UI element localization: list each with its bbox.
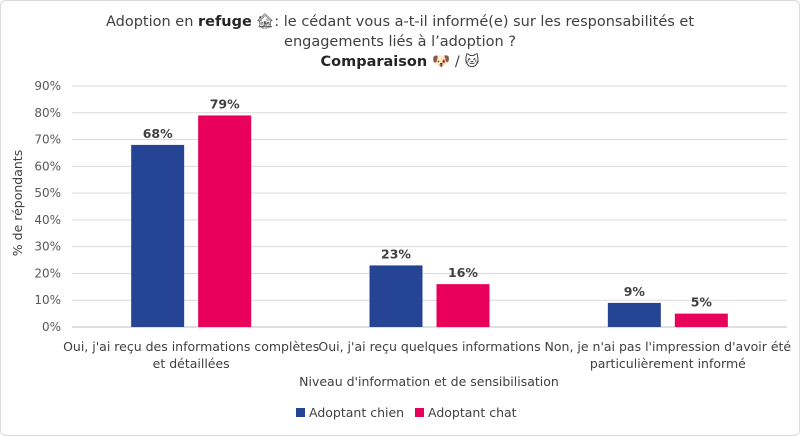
legend-swatch bbox=[415, 408, 424, 417]
data-label: 23% bbox=[381, 246, 411, 261]
y-tick-label: 90% bbox=[34, 79, 61, 93]
gridlines bbox=[72, 85, 787, 328]
x-category-label: Oui, j'ai reçu quelques informations bbox=[318, 339, 540, 354]
y-tick-label: 40% bbox=[34, 213, 61, 227]
y-axis-title: % de répondants bbox=[10, 150, 25, 256]
chart-subtitle: Comparaison 🐶 / 🐱 bbox=[321, 53, 480, 70]
legend-label: Adoptant chat bbox=[428, 405, 517, 420]
data-label: 16% bbox=[448, 265, 478, 280]
legend-swatch bbox=[296, 408, 305, 417]
x-axis-categories: Oui, j'ai reçu des informations complète… bbox=[63, 339, 791, 371]
y-tick-label: 30% bbox=[34, 240, 61, 254]
x-axis-title: Niveau d'information et de sensibilisati… bbox=[299, 374, 559, 389]
y-tick-label: 80% bbox=[34, 106, 61, 120]
bar-adoptant-chat bbox=[674, 313, 728, 327]
y-tick-label: 20% bbox=[34, 266, 61, 280]
legend: Adoptant chien Adoptant chat bbox=[296, 405, 517, 420]
bar-adoptant-chat bbox=[436, 284, 490, 327]
chart-title-line-2: engagements liés à l’adoption ? bbox=[284, 34, 516, 50]
bar-adoptant-chien bbox=[607, 302, 661, 327]
y-tick-label: 0% bbox=[42, 320, 61, 334]
data-label: 68% bbox=[143, 126, 173, 141]
y-tick-label: 70% bbox=[34, 133, 61, 147]
x-category-label: et détaillées bbox=[153, 356, 230, 371]
x-category-label: Oui, j'ai reçu des informations complète… bbox=[63, 339, 319, 354]
data-label: 79% bbox=[210, 96, 240, 111]
y-tick-label: 50% bbox=[34, 186, 61, 200]
x-category-label: particulièrement informé bbox=[590, 356, 746, 371]
data-labels: 68% 79% 23% 16% 9% 5% bbox=[143, 96, 713, 309]
y-axis-ticks: 0% 10% 20% 30% 40% 50% 60% 70% 80% 90% bbox=[34, 79, 61, 334]
data-label: 5% bbox=[691, 295, 713, 310]
x-category-label: Non, je n'ai pas l'impression d'avoir ét… bbox=[545, 339, 792, 354]
y-tick-label: 60% bbox=[34, 159, 61, 173]
y-tick-label: 10% bbox=[34, 293, 61, 307]
legend-label: Adoptant chien bbox=[309, 405, 404, 420]
bar-adoptant-chien bbox=[369, 265, 423, 327]
bar-adoptant-chat bbox=[198, 115, 252, 327]
chart-title-line-1: Adoption en refuge 🏚: le cédant vous a-t-… bbox=[106, 13, 694, 30]
data-label: 9% bbox=[624, 284, 646, 299]
bars bbox=[131, 115, 728, 327]
bar-adoptant-chien bbox=[131, 144, 185, 327]
